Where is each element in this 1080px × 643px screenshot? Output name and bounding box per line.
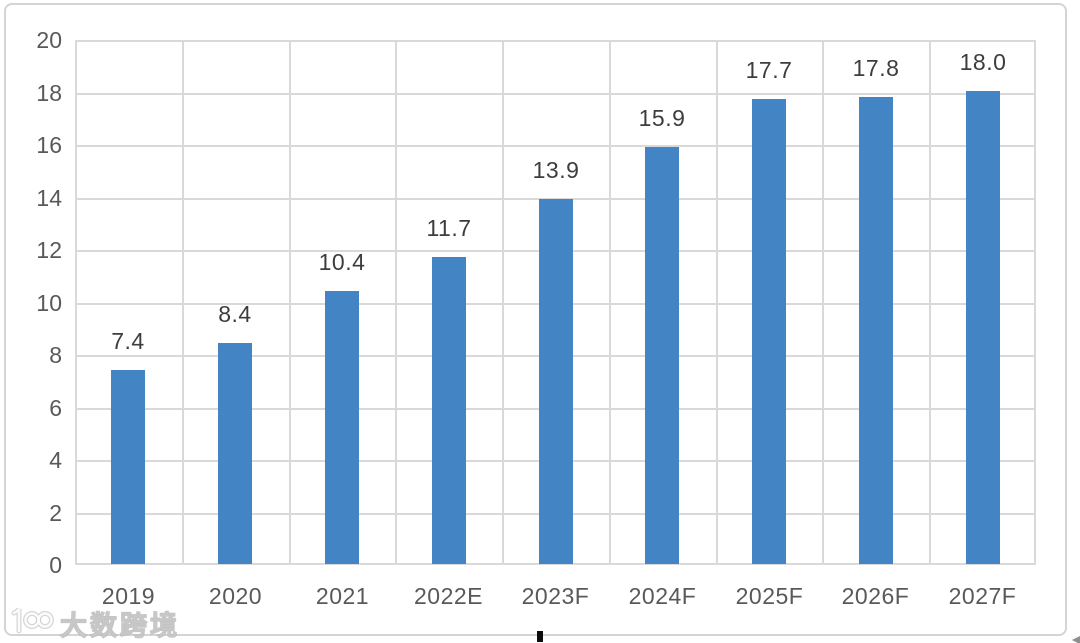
- v-gridline: [502, 40, 504, 565]
- y-tick-label: 12: [36, 237, 62, 263]
- h-gridline: [75, 145, 1036, 147]
- bar-value-label: 13.9: [532, 157, 580, 183]
- x-tick-label: 2020: [208, 583, 263, 609]
- x-tick-label: 2024F: [628, 583, 697, 609]
- y-tick-label: 2: [49, 500, 62, 526]
- x-axis: 2019 2020 2021 2022E 2023F 2024F 2025F 2026F 202…: [75, 582, 1036, 616]
- v-gridline: [289, 40, 291, 565]
- bar-2022E: [432, 257, 466, 564]
- cursor-artifact-icon: ◄: [1069, 631, 1080, 643]
- bar-2019: [111, 370, 145, 564]
- x-tick-label: 2019: [101, 583, 156, 609]
- v-gridline: [395, 40, 397, 565]
- h-gridline: [75, 93, 1036, 95]
- bar-value-label: 17.8: [852, 55, 900, 81]
- v-gridline: [182, 40, 184, 565]
- y-tick-label: 20: [36, 27, 62, 53]
- bar-value-label: 7.4: [111, 328, 145, 354]
- y-tick-label: 0: [49, 552, 62, 578]
- bar-2027F: [966, 91, 1000, 564]
- v-gridline: [1034, 40, 1036, 565]
- v-gridline: [609, 40, 611, 565]
- bar-value-label: 15.9: [638, 105, 686, 131]
- bar-value-label: 10.4: [318, 249, 366, 275]
- bar-2020: [218, 343, 252, 564]
- scrubber-marker: [537, 631, 543, 642]
- v-gridline: [716, 40, 718, 565]
- bar-2023F: [539, 199, 573, 564]
- bar-value-label: 8.4: [218, 301, 252, 327]
- bar-2024F: [645, 147, 679, 564]
- v-gridline: [75, 40, 77, 565]
- y-tick-label: 6: [49, 395, 62, 421]
- y-tick-label: 8: [49, 342, 62, 368]
- x-tick-label: 2021: [315, 583, 370, 609]
- x-tick-label: 2022E: [413, 583, 483, 609]
- y-tick-label: 10: [36, 290, 62, 316]
- bar-value-label: 18.0: [959, 49, 1007, 75]
- h-gridline: [75, 40, 1036, 42]
- bar-2021: [325, 291, 359, 564]
- bar-2025F: [752, 99, 786, 564]
- plot-area: 7.4 8.4 10.4 11.7 13.9 15.9 17.7 17.8 18.0: [75, 40, 1036, 565]
- x-tick-label: 2025F: [735, 583, 804, 609]
- bar-2026F: [859, 97, 893, 564]
- y-tick-label: 4: [49, 447, 62, 473]
- v-gridline: [929, 40, 931, 565]
- bar-value-label: 11.7: [426, 215, 472, 241]
- v-gridline: [822, 40, 824, 565]
- x-tick-label: 2023F: [521, 583, 590, 609]
- y-tick-label: 14: [36, 185, 62, 211]
- bar-value-label: 17.7: [745, 57, 793, 83]
- y-tick-label: 16: [36, 132, 62, 158]
- h-gridline: [75, 563, 1036, 565]
- y-tick-label: 18: [36, 80, 62, 106]
- x-tick-label: 2026F: [841, 583, 910, 609]
- x-tick-label: 2027F: [948, 583, 1017, 609]
- y-axis: 0 2 4 6 8 10 12 14 16 18 20: [0, 27, 62, 578]
